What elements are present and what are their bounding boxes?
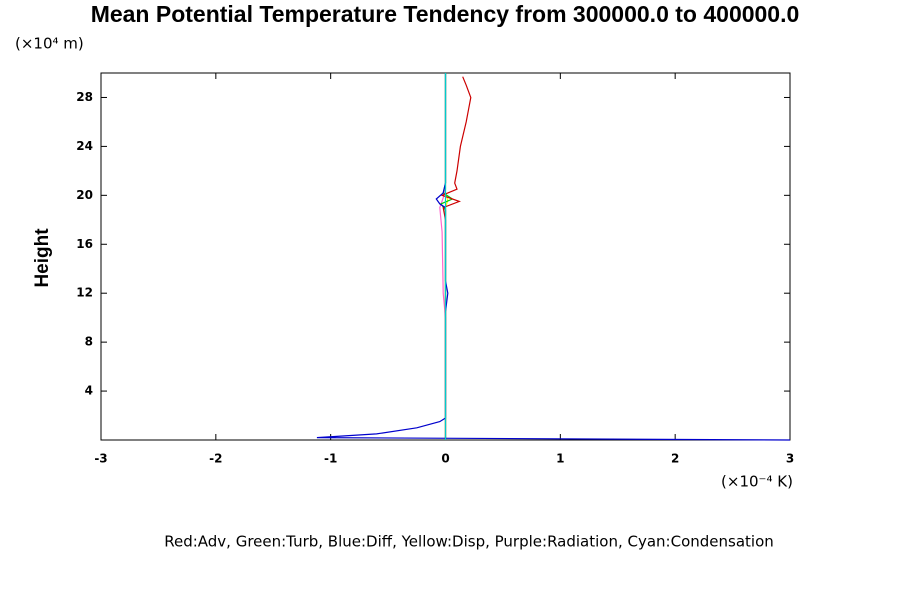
x-tick-label: -3	[94, 452, 107, 466]
chart-title: Mean Potential Temperature Tendency from…	[91, 1, 800, 27]
x-tick-label: -2	[209, 452, 222, 466]
y-axis-title: Height	[32, 228, 53, 288]
y-tick-label: 4	[85, 384, 93, 398]
y-tick-label: 8	[85, 335, 93, 349]
x-tick-label: -1	[324, 452, 337, 466]
y-tick-label: 16	[76, 237, 93, 251]
y-tick-label: 24	[76, 139, 93, 153]
y-unit-label: (×10⁴ m)	[15, 35, 84, 53]
series-line	[316, 73, 791, 441]
x-tick-label: 2	[671, 452, 679, 466]
y-tick-label: 20	[76, 188, 93, 202]
x-unit-label: (×10⁻⁴ K)	[721, 473, 793, 491]
x-tick-label: 3	[786, 452, 794, 466]
legend-text: Red:Adv, Green:Turb, Blue:Diff, Yellow:D…	[164, 533, 774, 551]
x-tick-label: 1	[556, 452, 564, 466]
y-tick-label: 12	[76, 286, 93, 300]
x-tick-label: 0	[441, 452, 449, 466]
y-tick-label: 28	[76, 90, 93, 104]
